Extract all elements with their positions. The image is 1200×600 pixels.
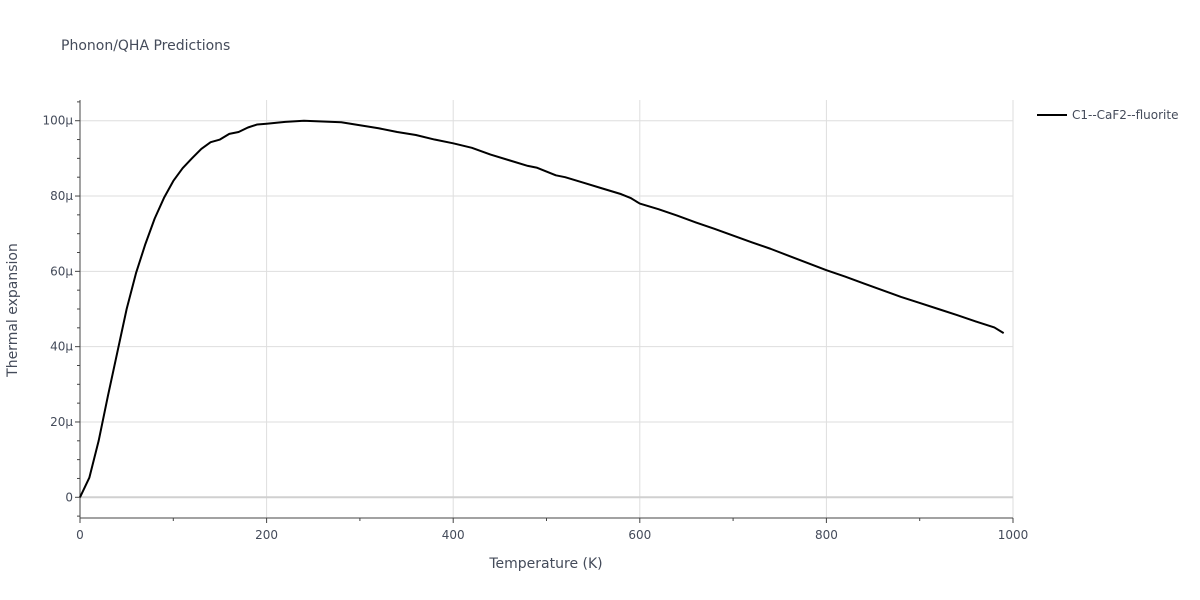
y-tick-label: 0 (65, 490, 73, 504)
grid-layer (80, 100, 1014, 518)
chart-title: Phonon/QHA Predictions (61, 38, 230, 54)
legend-item-label: C1--CaF2--fluorite (1072, 108, 1178, 122)
y-tick-label: 60µ (50, 264, 73, 278)
x-tick-label: 600 (628, 528, 651, 542)
axes-layer (75, 100, 1014, 523)
y-tick-label: 20µ (50, 415, 73, 429)
legend: C1--CaF2--fluorite (1037, 108, 1178, 122)
x-tick-label: 1000 (998, 528, 1029, 542)
y-tick-label: 40µ (50, 340, 73, 354)
y-tick-label: 100µ (42, 114, 73, 128)
x-tick-label: 0 (76, 528, 84, 542)
x-tick-label: 200 (255, 528, 278, 542)
x-tick-label: 800 (815, 528, 838, 542)
y-tick-label: 80µ (50, 189, 73, 203)
x-tick-label: 400 (442, 528, 465, 542)
labels-layer: 0 200 400 600 800 1000 0 20µ 40µ 60µ 80µ 100µ (42, 114, 1028, 542)
series-line (79, 119, 1005, 498)
y-axis-title: Thermal expansion (5, 243, 21, 378)
x-axis-title: Temperature (K) (488, 556, 602, 572)
series-layer (79, 119, 1005, 498)
